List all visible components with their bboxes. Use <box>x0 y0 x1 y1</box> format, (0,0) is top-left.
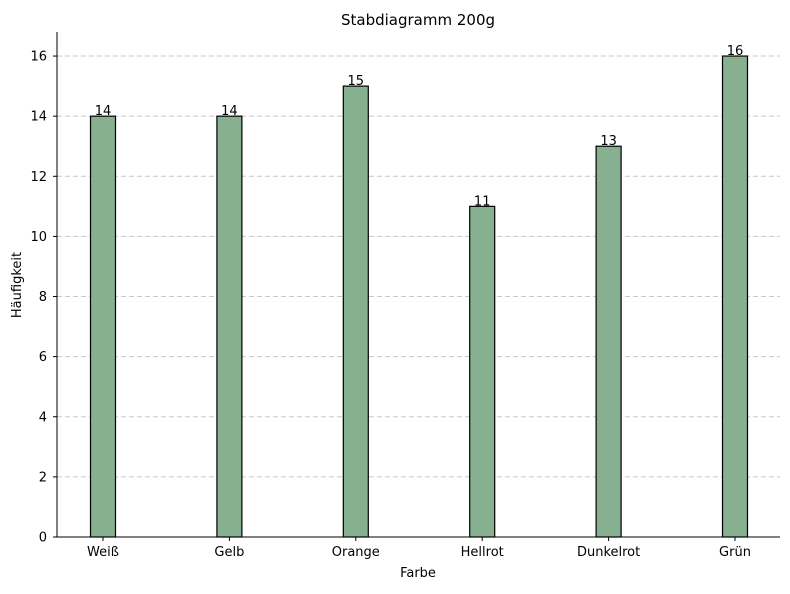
x-axis-label: Farbe <box>400 566 436 581</box>
bar-value-label: 16 <box>727 44 744 59</box>
x-tick-label: Gelb <box>214 545 244 560</box>
bar <box>469 205 496 538</box>
bar <box>89 115 117 538</box>
x-tick-label: Dunkelrot <box>577 545 640 560</box>
y-tick-label: 0 <box>39 531 47 546</box>
y-tick-label: 6 <box>39 350 47 365</box>
x-tick-label: Hellrot <box>461 545 504 560</box>
bar-value-label: 11 <box>474 194 491 209</box>
y-tick-label: 4 <box>39 410 47 425</box>
bar <box>216 115 243 538</box>
x-tick-label: Weiß <box>87 545 119 560</box>
bar <box>342 85 369 538</box>
bar <box>721 55 749 538</box>
bar-value-label: 14 <box>221 104 238 119</box>
bars-layer <box>89 55 749 538</box>
y-tick-label: 12 <box>30 170 47 185</box>
y-tick-label: 2 <box>39 470 47 485</box>
bar-value-label: 15 <box>348 74 365 89</box>
y-ticks: 0 2 4 6 8 10 12 14 16 <box>30 50 57 546</box>
x-tick-label: Grün <box>719 545 751 560</box>
x-tick-label: Orange <box>332 545 380 560</box>
axes-layer <box>56 32 780 538</box>
bar-value-label: 14 <box>95 104 112 119</box>
bar <box>595 145 622 538</box>
y-tick-label: 14 <box>30 110 47 125</box>
x-ticks: Weiß Gelb Orange Hellrot Dunkelrot Grün <box>87 537 751 560</box>
y-tick-label: 8 <box>39 290 47 305</box>
bar-value-label: 13 <box>600 134 617 149</box>
data-labels: 14 14 15 11 13 16 <box>95 44 744 209</box>
y-axis-label: Häufigkeit <box>10 252 25 318</box>
y-tick-label: 10 <box>30 230 47 245</box>
chart-title: Stabdiagramm 200g <box>341 11 495 29</box>
grid-layer <box>57 55 780 478</box>
y-tick-label: 16 <box>30 50 47 65</box>
